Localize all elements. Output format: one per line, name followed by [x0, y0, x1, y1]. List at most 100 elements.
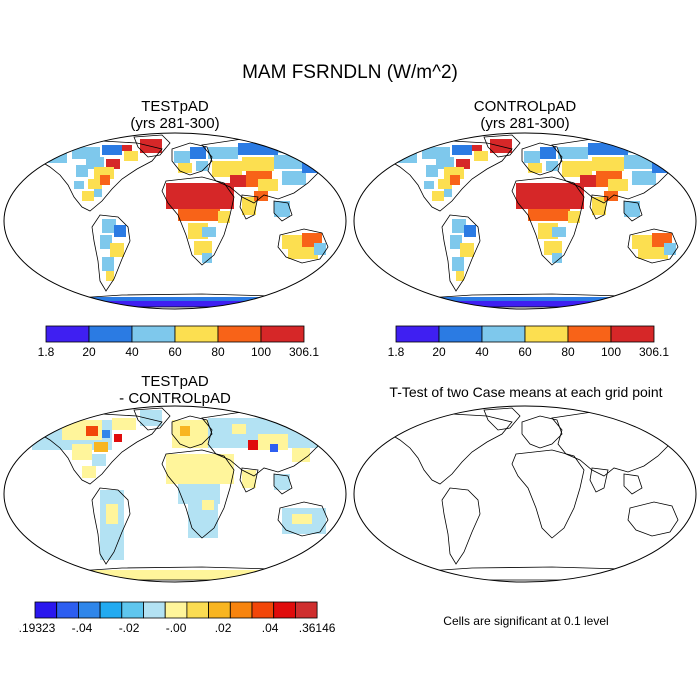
- test-cell: [94, 189, 102, 197]
- test-cell: [88, 179, 102, 189]
- control-colorbar-box: [395, 325, 440, 343]
- control-cell: [632, 171, 656, 185]
- test-greenland-outline: [133, 134, 171, 158]
- control-cell: [436, 157, 454, 169]
- diff-cell: [242, 470, 256, 488]
- diff-cell: [172, 420, 212, 448]
- diff-seAsia-outline: [273, 473, 293, 495]
- control-colorbar-label: 1.8: [388, 345, 405, 359]
- ttest-southAmerica-outline: [441, 487, 481, 565]
- control-cell: [652, 161, 670, 173]
- control-cell: [628, 143, 668, 153]
- test-southAmerica-outline: [91, 214, 131, 292]
- control-southAmerica-outline: [441, 214, 481, 292]
- diff-southAmerica-outline: [91, 487, 131, 565]
- control-cell: [546, 161, 558, 171]
- test-cell: [218, 211, 230, 223]
- diff-colorbar: -.19323 -.04 -.02 -.00 .02 .04 .36146: [18, 601, 336, 635]
- test-colorbar-box: [88, 325, 133, 343]
- control-colorbar-box: [524, 325, 569, 343]
- control-cell: [608, 179, 628, 191]
- control-cell: [632, 235, 656, 249]
- diff-colorbar-box: [56, 601, 79, 619]
- control-panel-title: CONTROLpAD (yrs 281-300): [400, 98, 650, 132]
- control-colorbar-label: 20: [432, 345, 446, 359]
- test-cell: [76, 165, 88, 177]
- control-cell: [444, 189, 452, 197]
- test-cell: [242, 157, 274, 171]
- test-cell: [282, 171, 306, 185]
- control-colorbar-box: [481, 325, 526, 343]
- test-cell: [202, 227, 216, 237]
- control-seAsia-outline: [623, 200, 643, 222]
- ttest-ocean: [354, 406, 696, 582]
- ttest-northAmerica-outline: [381, 413, 513, 485]
- test-cell: [190, 147, 206, 159]
- control-cell: [524, 151, 540, 163]
- test-panel-title: TESTpAD (yrs 281-300): [50, 98, 300, 132]
- control-india-outline: [589, 194, 609, 220]
- control-cell: [464, 225, 476, 237]
- test-cell: [282, 235, 306, 249]
- test-cell: [288, 247, 318, 259]
- diff-title-line1: TESTpAD: [141, 373, 209, 390]
- diff-colorbar-label: .02: [215, 621, 232, 635]
- control-cell: [424, 181, 434, 189]
- test-cell: [254, 191, 268, 201]
- test-cell: [82, 191, 94, 201]
- diff-colorbar-box: [78, 601, 101, 619]
- test-cell: [72, 147, 100, 159]
- diff-colorbar-box: [164, 601, 188, 619]
- test-cell: [86, 157, 104, 169]
- test-cell: [92, 301, 282, 307]
- test-cell: [106, 159, 120, 169]
- diff-globe-border: [3, 405, 347, 583]
- diff-cell: [292, 514, 312, 524]
- control-cell: [438, 179, 452, 189]
- control-title-line1: CONTROLpAD: [473, 98, 577, 115]
- control-colorbar-label: 60: [518, 345, 532, 359]
- figure-title: MAM FSRNDLN (W/m^2): [242, 62, 458, 83]
- test-cell: [258, 179, 278, 191]
- test-cell: [37, 151, 67, 163]
- test-india-outline: [239, 194, 259, 220]
- ttest-europe-outline: [521, 415, 563, 449]
- diff-cell: [258, 434, 288, 450]
- diff-colorbar-label: -.19323: [18, 621, 56, 635]
- control-cell: [452, 145, 472, 155]
- control-cell: [432, 191, 444, 201]
- control-title-line2: (yrs 281-300): [480, 115, 570, 132]
- test-colorbar-box: [217, 325, 262, 343]
- test-cell: [106, 271, 114, 281]
- test-cell: [202, 253, 212, 263]
- control-cell: [516, 183, 584, 209]
- diff-cell: [114, 434, 122, 442]
- test-colorbar-box: [45, 325, 90, 343]
- test-cell: [62, 299, 92, 305]
- control-colorbar: 1.8 20 40 60 80 100 306.1: [388, 325, 669, 359]
- diff-panel-title: TESTpAD - CONTROLpAD: [50, 373, 300, 407]
- test-cell: [196, 161, 208, 171]
- diff-colorbar-label: .04: [262, 621, 279, 635]
- diff-cell: [292, 448, 310, 462]
- control-cell: [426, 165, 438, 177]
- control-colorbar-label: 100: [601, 345, 621, 359]
- test-cell: [114, 225, 126, 237]
- control-cell: [450, 175, 460, 185]
- diff-colorbar-box: [294, 601, 318, 619]
- diff-greenland-outline: [133, 407, 171, 431]
- test-globe-border: [3, 132, 347, 310]
- control-cell: [624, 201, 640, 217]
- control-cell: [552, 227, 566, 237]
- control-colorbar-label: 306.1: [639, 345, 669, 359]
- diff-colorbar-box: [229, 601, 253, 619]
- test-cell: [230, 175, 246, 187]
- control-cell: [456, 271, 464, 281]
- diff-northAmerica-outline: [31, 413, 163, 485]
- control-cell: [460, 243, 474, 257]
- diff-cell: [202, 500, 214, 510]
- test-cell: [194, 241, 212, 255]
- diff-colorbar-label: -.00: [166, 621, 187, 635]
- diff-cell: [140, 410, 162, 426]
- diff-map: [3, 405, 347, 583]
